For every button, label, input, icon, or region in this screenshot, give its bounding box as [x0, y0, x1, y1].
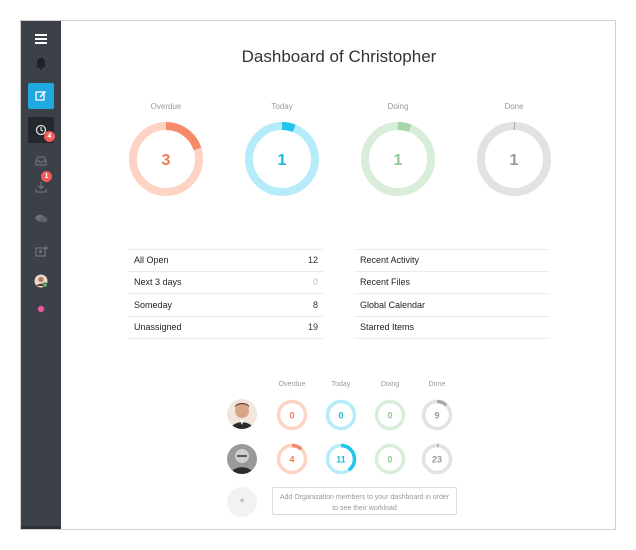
- donut-chart: 1: [361, 122, 435, 196]
- donut-chart: 1: [477, 122, 551, 196]
- member-workload-donut[interactable]: 0: [325, 399, 357, 431]
- task-list: All Open 12 Next 3 days 0 Someday 8 Unassigned…: [128, 249, 324, 339]
- task-list-count: 19: [307, 322, 318, 333]
- chat-icon[interactable]: [21, 207, 61, 231]
- inbox-icon[interactable]: [21, 149, 61, 173]
- member-workload-donut[interactable]: 0: [276, 399, 308, 431]
- quick-link-label: Recent Activity: [360, 255, 420, 266]
- member-workload-value: 9: [434, 411, 439, 421]
- task-list-row[interactable]: Someday 8: [128, 294, 324, 317]
- summary-value: 1: [394, 152, 403, 169]
- donut-chart: 3: [129, 122, 203, 196]
- tasks-icon[interactable]: 4: [28, 117, 55, 143]
- member-workload-donut[interactable]: 23: [421, 443, 453, 475]
- menu-icon[interactable]: [21, 27, 61, 51]
- member-workload-donut[interactable]: 0: [374, 443, 406, 475]
- summary-value: 3: [162, 152, 171, 169]
- task-list-count: 0: [312, 277, 318, 288]
- add-contact-icon[interactable]: [21, 239, 61, 263]
- quick-link[interactable]: Recent Files: [354, 272, 550, 294]
- sidebar: 4 1: [21, 21, 61, 529]
- member-workload-value: 4: [289, 455, 294, 465]
- page-title: Dashboard of Christopher: [241, 47, 437, 66]
- member-workload-value: 0: [289, 411, 294, 421]
- summary-label: Done: [504, 102, 524, 111]
- member-column-header: Overdue: [278, 381, 306, 388]
- member-workload-value: 23: [432, 455, 442, 465]
- summary-label: Doing: [387, 102, 409, 111]
- summary-value: 1: [278, 152, 287, 169]
- member-workload-donut[interactable]: 9: [421, 399, 453, 431]
- member-workload-value: 0: [338, 411, 343, 421]
- invite-hint[interactable]: Add Organization members to your dashboa…: [272, 487, 457, 515]
- member-workload-donut[interactable]: 4: [276, 443, 308, 475]
- member-avatar[interactable]: [227, 444, 257, 474]
- summary-label: Today: [271, 102, 293, 111]
- quick-links: Recent Activity Recent Files Global Calend…: [354, 249, 550, 339]
- app-window: 4 1 Dashboard of Christopher Overdue 3 Tod…: [20, 20, 616, 530]
- summary-value: 1: [510, 152, 519, 169]
- member-column-header: Today: [331, 381, 351, 388]
- member-workload-donut[interactable]: 11: [325, 443, 357, 475]
- quick-link-label: Global Calendar: [360, 299, 426, 310]
- member-workload-value: 0: [387, 411, 392, 421]
- invite-hint-line: Add Organization members to your dashboa…: [279, 494, 450, 501]
- donut-chart: 1: [245, 122, 319, 196]
- bell-icon[interactable]: [21, 51, 61, 75]
- status-dot[interactable]: [21, 297, 61, 321]
- member-avatar[interactable]: [227, 399, 257, 429]
- sidebar-footer: [21, 526, 61, 529]
- avatar[interactable]: [21, 269, 61, 293]
- task-list-label: Someday: [134, 299, 173, 310]
- task-list-label: All Open: [134, 255, 169, 266]
- member-workload-donut[interactable]: 0: [374, 399, 406, 431]
- summary-done[interactable]: Done 1: [476, 101, 552, 197]
- download-badge: 1: [41, 171, 52, 182]
- summary-doing[interactable]: Doing 1: [360, 101, 436, 197]
- task-list-row[interactable]: All Open 12: [128, 249, 324, 272]
- quick-link[interactable]: Global Calendar: [354, 294, 550, 317]
- add-member-button[interactable]: +: [227, 487, 257, 517]
- task-list-label: Next 3 days: [134, 277, 182, 288]
- summary-today[interactable]: Today 1: [244, 101, 320, 197]
- member-column-header: Done: [428, 381, 446, 388]
- compose-icon[interactable]: [28, 83, 54, 109]
- member-workload-value: 0: [387, 455, 392, 465]
- task-list-label: Unassigned: [134, 322, 182, 333]
- task-list-row[interactable]: Unassigned 19: [128, 317, 324, 339]
- task-list-count: 12: [307, 255, 318, 266]
- tasks-badge: 4: [44, 131, 55, 142]
- summary-label: Overdue: [150, 102, 182, 111]
- member-workload-value: 11: [336, 455, 346, 465]
- invite-hint-line: to see their workload: [332, 505, 397, 512]
- quick-link-label: Starred Items: [360, 322, 415, 333]
- quick-link-label: Recent Files: [360, 277, 411, 288]
- task-list-row[interactable]: Next 3 days 0: [128, 272, 324, 294]
- download-icon[interactable]: 1: [21, 171, 61, 199]
- member-column-header: Doing: [380, 381, 400, 388]
- task-list-count: 8: [312, 299, 318, 310]
- quick-link[interactable]: Starred Items: [354, 317, 550, 339]
- quick-link[interactable]: Recent Activity: [354, 249, 550, 272]
- summary-overdue[interactable]: Overdue 3: [128, 101, 204, 197]
